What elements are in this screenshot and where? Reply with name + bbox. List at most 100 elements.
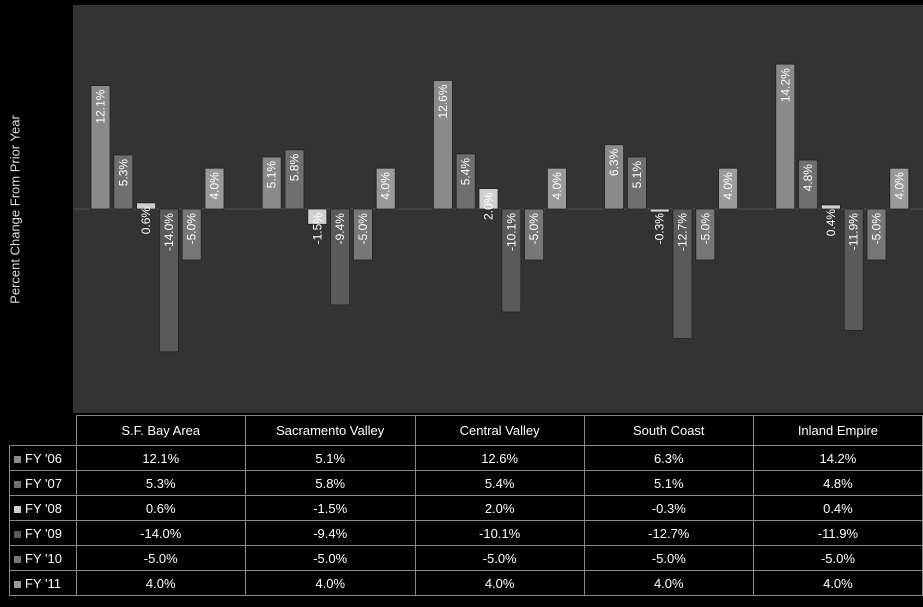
series-name: FY '07	[25, 475, 62, 491]
table-cell: 2.0%	[414, 495, 585, 521]
data-label: 4.0%	[550, 172, 564, 200]
data-label: -11.9%	[847, 213, 861, 250]
data-label: 0.6%	[139, 207, 153, 235]
y-axis-label: Percent Change From Prior Year	[7, 115, 23, 304]
data-label: -10.1%	[504, 213, 518, 251]
table-cell: -9.4%	[244, 520, 416, 546]
category-label: S.F. Bay Area	[75, 415, 246, 446]
bar	[284, 149, 305, 210]
data-label: 4.0%	[892, 172, 906, 200]
series-name: FY '11	[25, 575, 61, 591]
data-label: 4.0%	[721, 172, 735, 200]
bar	[798, 159, 818, 210]
series-label: FY '07	[9, 470, 77, 496]
data-label: -0.3%	[653, 213, 667, 245]
category-label: Sacramento Valley	[244, 415, 416, 446]
table-cell: -5.0%	[244, 545, 416, 571]
data-label: -1.5%	[310, 213, 324, 245]
legend-swatch	[14, 505, 21, 513]
table-row: FY '10 -5.0% -5.0% -5.0% -5.0% -5.0%	[9, 545, 923, 571]
table-cell: 6.3%	[583, 445, 754, 471]
table-row: FY '09 -14.0% -9.4% -10.1% -12.7% -11.9%	[9, 520, 923, 546]
bar	[649, 208, 670, 213]
data-table-corner	[10, 416, 77, 446]
table-cell: 4.0%	[75, 570, 246, 596]
data-label: 5.4%	[459, 158, 473, 186]
bar	[889, 167, 910, 210]
data-label: 0.4%	[824, 209, 838, 237]
bar	[159, 208, 179, 353]
bar	[627, 156, 647, 210]
legend-swatch	[14, 580, 21, 588]
series-label: FY '10	[9, 545, 77, 571]
table-cell: 5.8%	[244, 470, 416, 496]
bar	[478, 188, 499, 210]
bar	[546, 167, 567, 210]
data-label: -5.0%	[870, 213, 884, 245]
table-cell: -11.9%	[752, 520, 923, 546]
legend-swatch	[14, 530, 21, 538]
series-label: FY '08	[9, 495, 77, 521]
data-label: -5.0%	[356, 213, 370, 245]
category-label: Central Valley	[414, 415, 585, 446]
data-label: 4.0%	[208, 172, 222, 200]
data-label: 2.0%	[482, 192, 496, 220]
bar	[375, 167, 396, 210]
plot-area: 12.1% 5.3% 0.6% -14.0% -5.0% 4.0% 5.1% 5.8% -1.5…	[73, 5, 923, 413]
bar	[718, 167, 738, 210]
table-row: FY '07 5.3% 5.8% 5.4% 5.1% 4.8%	[9, 470, 923, 496]
legend-swatch	[14, 480, 21, 488]
legend-swatch	[14, 455, 21, 463]
bar	[330, 208, 351, 306]
table-row: FY '06 12.1% 5.1% 12.6% 6.3% 14.2%	[9, 445, 923, 471]
bar	[90, 85, 111, 210]
bar	[432, 80, 453, 210]
table-cell: -5.0%	[752, 545, 923, 571]
data-label: 4.8%	[801, 164, 815, 192]
data-label: 5.1%	[630, 161, 644, 189]
series-name: FY '06	[25, 450, 62, 466]
data-label: 12.1%	[94, 89, 108, 123]
bar	[136, 202, 156, 210]
series-label: FY '09	[9, 520, 77, 546]
data-label: 4.0%	[379, 172, 393, 200]
data-label: 5.8%	[288, 154, 302, 182]
bar	[604, 144, 624, 210]
bar-chart: 12.1% 5.3% 0.6% -14.0% -5.0% 4.0% 5.1% 5.8% -1.5…	[73, 63, 923, 353]
table-cell: 5.1%	[583, 470, 754, 496]
series-name: FY '09	[25, 525, 62, 541]
table-cell: -10.1%	[414, 520, 585, 546]
table-cell: 12.6%	[414, 445, 585, 471]
series-label: FY '06	[9, 445, 77, 471]
data-label: -5.0%	[185, 213, 199, 245]
table-cell: 0.6%	[75, 495, 246, 521]
table-cell: -5.0%	[414, 545, 585, 571]
table-cell: -14.0%	[75, 520, 246, 546]
bar	[181, 208, 202, 261]
data-label: 12.6%	[436, 84, 450, 118]
table-cell: 4.0%	[583, 570, 754, 596]
table-cell: -5.0%	[583, 545, 754, 571]
bar	[866, 208, 887, 261]
table-cell: -12.7%	[583, 520, 754, 546]
table-cell: 5.3%	[75, 470, 246, 496]
bar	[672, 208, 693, 339]
table-cell: 4.0%	[414, 570, 585, 596]
series-name: FY '08	[25, 500, 62, 516]
bar	[307, 208, 328, 225]
table-cell: -1.5%	[244, 495, 416, 521]
data-label: 14.2%	[778, 68, 792, 102]
table-cell: 0.4%	[752, 495, 923, 521]
table-row: FY '11 4.0% 4.0% 4.0% 4.0% 4.0%	[9, 570, 923, 596]
table-cell: 4.0%	[752, 570, 923, 596]
bar	[695, 208, 716, 261]
table-cell: 5.1%	[244, 445, 416, 471]
table-cell: 5.4%	[414, 470, 585, 496]
data-table-header: S.F. Bay Area Sacramento Valley Central Va…	[10, 415, 923, 446]
series-name: FY '10	[25, 550, 62, 566]
bar	[455, 153, 476, 210]
bar	[843, 208, 864, 331]
table-row: FY '08 0.6% -1.5% 2.0% -0.3% 0.4%	[9, 495, 923, 521]
bar	[204, 167, 225, 210]
table-cell: 14.2%	[752, 445, 923, 471]
